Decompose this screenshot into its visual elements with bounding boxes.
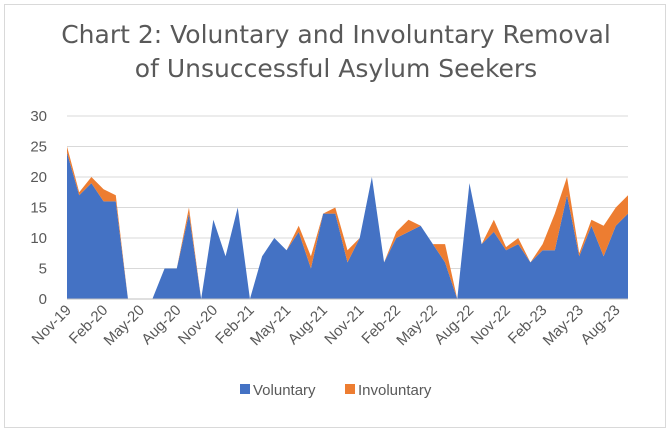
legend-label-involuntary: Involuntary (358, 382, 432, 399)
x-tick-label: May-23 (540, 302, 587, 349)
y-tick-label: 5 (39, 261, 47, 278)
legend-swatch-involuntary (345, 384, 355, 394)
y-tick-label: 15 (30, 200, 47, 217)
y-tick-label: 20 (30, 169, 47, 186)
x-tick-label: Nov-21 (321, 302, 367, 348)
x-tick-label: Aug-20 (138, 302, 184, 348)
chart-title: Chart 2: Voluntary and Involuntary Remov… (0, 18, 672, 86)
area-voluntary (67, 152, 628, 299)
legend-label-voluntary: Voluntary (253, 382, 316, 399)
legend-swatch-voluntary (240, 384, 250, 394)
plot-areas (67, 146, 628, 299)
chart-title-line-1: Chart 2: Voluntary and Involuntary Remov… (61, 20, 611, 49)
y-tick-label: 25 (30, 139, 47, 156)
x-tick-label: Aug-21 (285, 302, 331, 348)
x-tick-label: Aug-22 (431, 302, 477, 348)
x-tick-label: Aug-23 (577, 302, 623, 348)
x-tick-label: Nov-22 (468, 302, 514, 348)
y-tick-labels: 0 5 10 15 20 25 30 (30, 108, 47, 308)
x-tick-label: Nov-20 (175, 302, 221, 348)
y-tick-label: 0 (39, 291, 47, 308)
y-tick-label: 10 (30, 230, 47, 247)
x-tick-labels: Nov-19Feb-20May-20Aug-20Nov-20Feb-21May-… (29, 302, 624, 349)
y-tick-label: 30 (30, 108, 47, 125)
chart-title-line-2: of Unsuccessful Asylum Seekers (134, 54, 538, 83)
x-tick-label: May-22 (393, 302, 440, 349)
x-tick-label: May-21 (247, 302, 294, 349)
legend: Voluntary Involuntary (240, 382, 432, 399)
x-tick-label: Nov-19 (29, 302, 75, 348)
x-tick-label: May-20 (101, 302, 148, 349)
